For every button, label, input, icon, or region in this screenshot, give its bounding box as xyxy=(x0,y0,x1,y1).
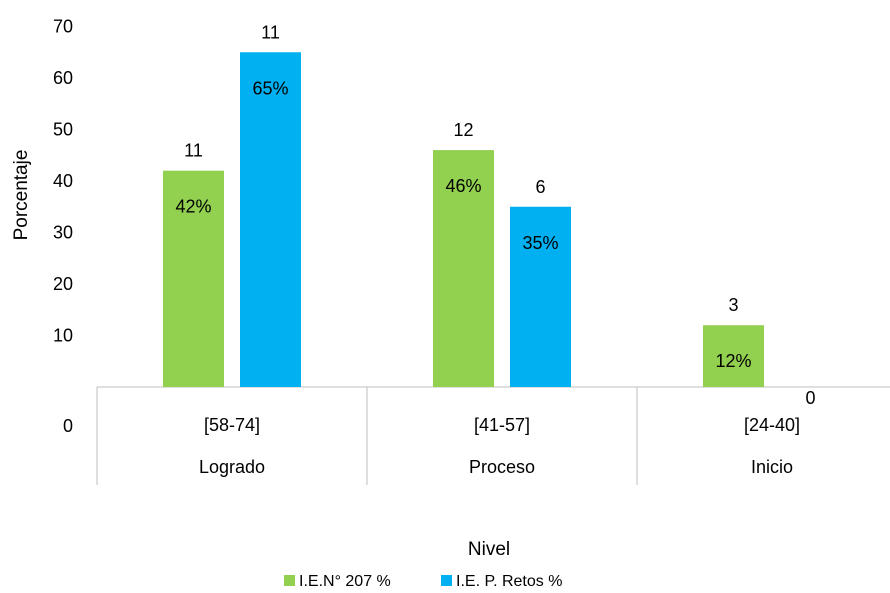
bar-percent-label: 46% xyxy=(445,176,481,196)
y-tick-label: 30 xyxy=(53,223,73,243)
bar-count-label: 3 xyxy=(728,295,738,315)
x-group-label: Inicio xyxy=(751,457,793,477)
bar xyxy=(163,170,224,387)
x-tick-label: [24-40] xyxy=(744,415,800,435)
y-tick-label: 40 xyxy=(53,171,73,191)
x-tick-label: [58-74] xyxy=(204,415,260,435)
legend-swatch xyxy=(284,575,295,586)
chart-bars xyxy=(163,52,764,387)
y-tick-label: 20 xyxy=(53,274,73,294)
legend-label: I.E.N° 207 % xyxy=(299,573,391,590)
y-tick-label: 50 xyxy=(53,120,73,140)
y-tick-label: 60 xyxy=(53,68,73,88)
bar xyxy=(433,150,494,387)
bar-count-label: 6 xyxy=(535,177,545,197)
bar-count-label: 11 xyxy=(184,141,203,161)
x-group-label: Logrado xyxy=(199,457,265,477)
y-tick-label: 10 xyxy=(53,326,73,346)
y-tick-label: 0 xyxy=(63,416,73,436)
bar-percent-label: 35% xyxy=(522,233,558,253)
chart-data-labels: 42% 11 65% 11 46% 12 35% 6 12% 3 0 xyxy=(175,22,815,408)
x-tick-label: [41-57] xyxy=(474,415,530,435)
bar xyxy=(510,206,571,387)
bar xyxy=(240,52,301,387)
chart-legend: I.E.N° 207 % I.E. P. Retos % xyxy=(284,573,562,590)
x-group-label: Proceso xyxy=(469,457,535,477)
x-axis-label: Nivel xyxy=(468,539,510,560)
bar-percent-label: 12% xyxy=(715,351,751,371)
legend-label: I.E. P. Retos % xyxy=(456,573,562,590)
bar-percent-label: 42% xyxy=(175,197,211,217)
bar-count-label: 11 xyxy=(261,22,280,42)
y-tick-label: 70 xyxy=(53,17,73,37)
legend-swatch xyxy=(441,575,452,586)
bar xyxy=(703,325,764,387)
bar-count-label: 0 xyxy=(805,388,815,408)
bar-count-label: 12 xyxy=(453,120,473,140)
bar-percent-label: 65% xyxy=(252,78,288,98)
y-axis-label: Porcentaje xyxy=(11,150,32,241)
